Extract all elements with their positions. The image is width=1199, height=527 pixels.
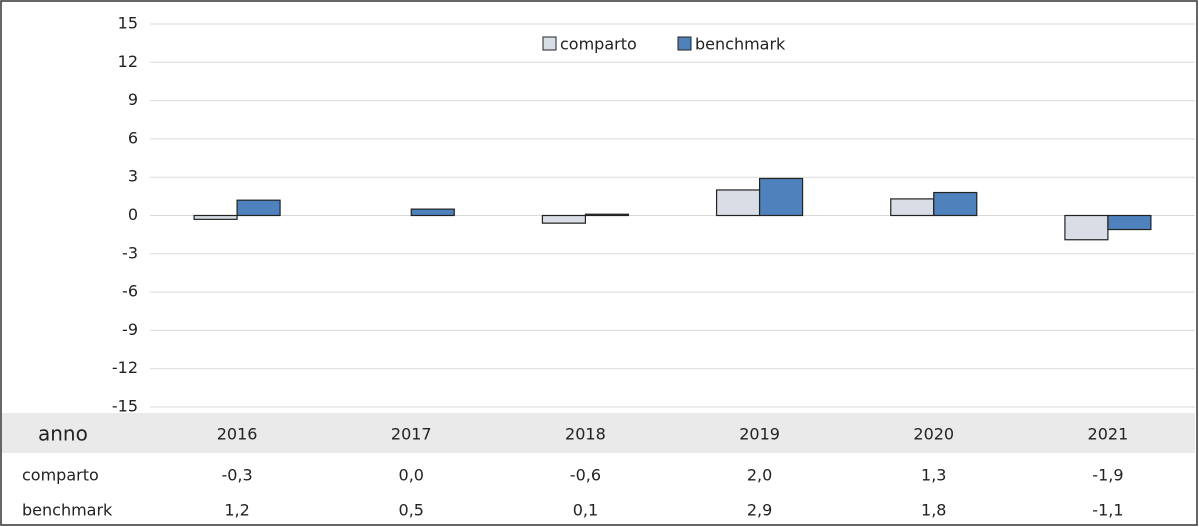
y-tick-label: -3 bbox=[122, 243, 138, 262]
table-cell: -0,6 bbox=[570, 466, 601, 485]
x-tick-label: 2020 bbox=[913, 425, 954, 444]
y-tick-label: 0 bbox=[128, 205, 138, 224]
bar bbox=[193, 214, 238, 220]
bar bbox=[890, 198, 935, 217]
x-tick-label: 2016 bbox=[217, 425, 258, 444]
table-cell: 0,0 bbox=[399, 466, 424, 485]
bar bbox=[933, 191, 978, 217]
legend-swatch bbox=[542, 36, 557, 51]
bar bbox=[541, 214, 587, 224]
legend-label: benchmark bbox=[695, 35, 786, 54]
table-row-label: benchmark bbox=[22, 501, 113, 520]
x-tick-label: 2018 bbox=[565, 425, 606, 444]
bar bbox=[410, 208, 455, 217]
table-cell: 0,1 bbox=[573, 501, 598, 520]
table-cell: -1,9 bbox=[1092, 466, 1123, 485]
table-cell: 0,5 bbox=[399, 501, 424, 520]
y-tick-label: 9 bbox=[128, 90, 138, 109]
table-cell: 2,0 bbox=[747, 466, 772, 485]
table-cell: -1,1 bbox=[1092, 501, 1123, 520]
bar bbox=[236, 199, 281, 217]
bar bbox=[715, 189, 761, 217]
x-tick-label: 2017 bbox=[391, 425, 432, 444]
table-cell: 1,8 bbox=[921, 501, 946, 520]
legend-label: comparto bbox=[560, 35, 637, 54]
table-cell: 1,3 bbox=[921, 466, 946, 485]
y-tick-label: -6 bbox=[122, 282, 138, 301]
table-header: anno bbox=[38, 422, 88, 446]
y-tick-label: -9 bbox=[122, 320, 138, 339]
table-header-band bbox=[2, 413, 1195, 453]
y-tick-label: 6 bbox=[128, 128, 138, 147]
y-tick-label: 3 bbox=[128, 167, 138, 186]
x-tick-label: 2019 bbox=[739, 425, 780, 444]
table-cell: -0,3 bbox=[221, 466, 252, 485]
y-tick-label: -12 bbox=[112, 358, 138, 377]
y-tick-label: -15 bbox=[112, 397, 138, 416]
table-cell: 2,9 bbox=[747, 501, 772, 520]
x-tick-label: 2021 bbox=[1088, 425, 1129, 444]
y-tick-label: 12 bbox=[118, 52, 138, 71]
table-row-label: comparto bbox=[22, 466, 99, 485]
bar bbox=[1107, 214, 1152, 231]
table-cell: 1,2 bbox=[224, 501, 249, 520]
bar bbox=[1064, 214, 1109, 241]
y-tick-label: 15 bbox=[118, 14, 138, 33]
legend-swatch bbox=[677, 36, 692, 51]
bar bbox=[758, 177, 804, 217]
bar bbox=[584, 213, 630, 217]
